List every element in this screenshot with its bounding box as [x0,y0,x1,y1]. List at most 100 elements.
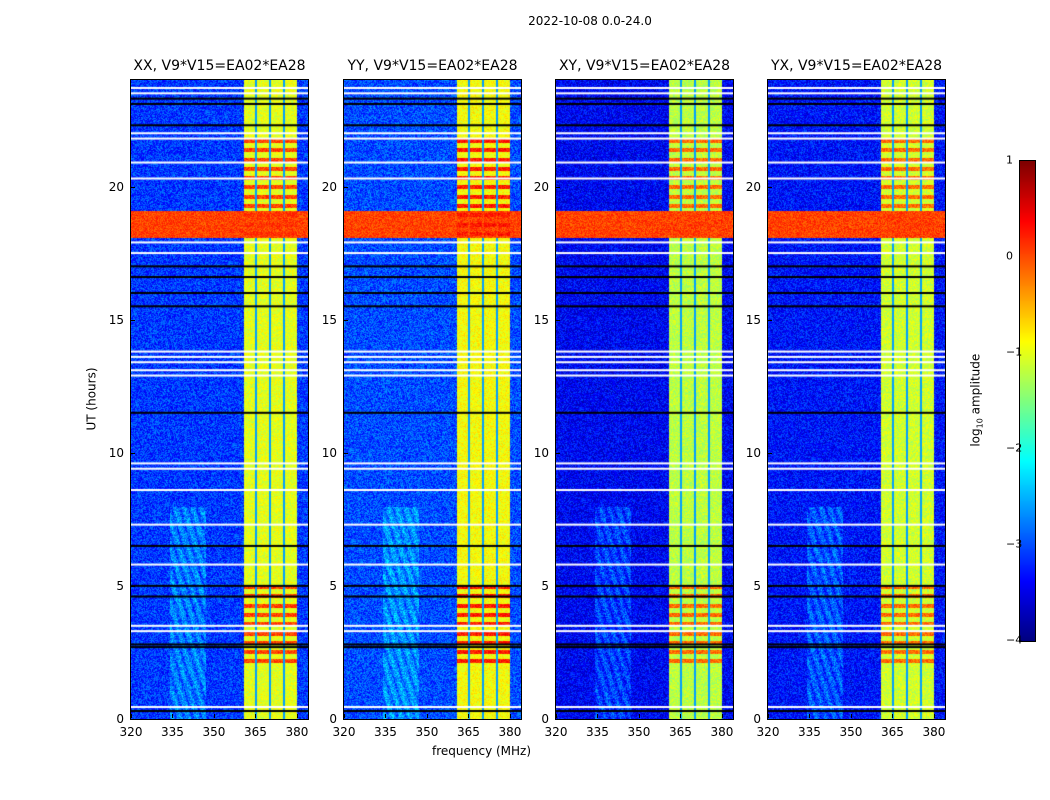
x-tick-mark [344,714,345,718]
y-tick-label: 15 [321,312,337,327]
y-tick-label: 15 [745,312,761,327]
y-tick-label: 0 [541,712,549,726]
x-tick-label: 350 [415,725,439,739]
x-tick-mark [509,714,511,718]
x-tick-label: 335 [586,725,609,739]
panel-title: YY, V9*V15=EA02*EA28 [347,58,518,74]
y-tick-label: 20 [108,179,124,194]
y-tick-label: 10 [108,445,124,460]
x-tick-mark [892,714,894,718]
x-tick-mark [597,714,599,718]
y-tick-mark [556,719,560,720]
y-tick-label: 0 [116,712,124,726]
y-tick-mark [556,585,560,587]
x-tick-label: 320 [119,725,143,739]
y-tick-mark [344,585,348,587]
colorbar-tick-label: 0 [1006,249,1013,263]
y-tick-mark [556,452,560,454]
colorbar-tick-label: 1 [1006,153,1013,167]
y-tick-mark [131,319,135,321]
y-tick-label: 5 [116,578,124,593]
x-tick-mark [255,714,257,718]
x-tick-mark [809,714,811,718]
x-tick-label: 320 [544,725,568,739]
axes-frame [767,79,946,720]
x-tick-mark [131,714,132,718]
x-tick-label: 350 [202,725,226,739]
y-tick-mark [131,585,135,587]
colorbar-tick-label: −2 [1006,441,1023,455]
x-tick-mark [721,714,723,718]
y-tick-label: 10 [745,445,761,460]
spectrogram-panel: XY, V9*V15=EA02*EA28 320 335 350 365 380 0 5 10 1… [534,58,734,739]
spectrogram-image [556,80,733,719]
x-tick-label: 365 [669,725,692,739]
y-tick-label: 0 [753,712,761,726]
axes-frame [555,79,734,720]
y-tick-label: 20 [321,179,337,194]
panel-title: YX, V9*V15=EA02*EA28 [770,58,943,74]
y-tick-label: 20 [533,179,549,194]
colorbar-tick-label: −1 [1006,345,1023,359]
spectrogram-image [131,80,308,719]
y-tick-mark [556,319,560,321]
x-axis-label: frequency (MHz) [432,744,532,758]
y-tick-mark [768,585,772,587]
axes-frame [130,79,309,720]
y-tick-mark [768,186,772,188]
x-tick-mark [850,714,852,718]
x-tick-mark [213,714,215,718]
y-axis-label: UT (hours) [84,367,99,431]
x-tick-label: 320 [756,725,780,739]
x-tick-label: 320 [332,725,356,739]
x-tick-mark [385,714,387,718]
x-tick-mark [933,714,935,718]
y-tick-label: 5 [753,578,761,593]
y-tick-label: 15 [533,312,549,327]
y-tick-mark [344,319,348,321]
x-tick-mark [638,714,640,718]
y-tick-label: 15 [108,312,124,327]
y-tick-mark [768,319,772,321]
y-tick-mark [131,186,135,188]
y-tick-label: 10 [533,445,549,460]
x-tick-mark [468,714,470,718]
spectrogram-panel: YY, V9*V15=EA02*EA28 320 335 350 365 380 0 5 10 1… [322,58,522,739]
y-tick-mark [556,186,560,188]
spectrogram-image [768,80,945,719]
spectrogram-panel: XX, V9*V15=EA02*EA28 320 335 350 365 380 0 5 10 1… [109,58,309,739]
y-tick-mark [768,452,772,454]
x-tick-label: 335 [798,725,821,739]
colorbar-label: log10 amplitude [968,353,985,447]
colorbar-tick-label: −3 [1006,537,1023,551]
y-tick-mark [344,452,348,454]
y-tick-mark [131,452,135,454]
x-tick-label: 335 [374,725,397,739]
y-tick-label: 5 [329,578,337,593]
y-tick-mark [344,719,348,720]
x-tick-label: 380 [710,725,734,739]
y-tick-mark [768,719,772,720]
x-tick-mark [426,714,428,718]
axes-frame [343,79,522,720]
x-tick-mark [768,714,769,718]
x-tick-label: 380 [285,725,309,739]
y-tick-mark [344,186,348,188]
y-tick-label: 10 [321,445,337,460]
y-tick-label: 5 [541,578,549,593]
x-tick-mark [680,714,682,718]
spectrogram-image [344,80,521,719]
colorbar-tick-label: −4 [1006,633,1023,647]
x-tick-mark [296,714,298,718]
spectrogram-panel: YX, V9*V15=EA02*EA28 320 335 350 365 380 0 5 10 1… [746,58,946,739]
y-tick-mark [131,719,135,720]
suptitle: 2022-10-08 0.0-24.0 [528,14,652,28]
x-tick-label: 350 [839,725,863,739]
x-tick-label: 335 [161,725,184,739]
panel-title: XX, V9*V15=EA02*EA28 [133,58,306,74]
x-tick-label: 380 [498,725,522,739]
x-tick-mark [172,714,174,718]
x-tick-label: 365 [244,725,267,739]
x-tick-label: 380 [922,725,946,739]
